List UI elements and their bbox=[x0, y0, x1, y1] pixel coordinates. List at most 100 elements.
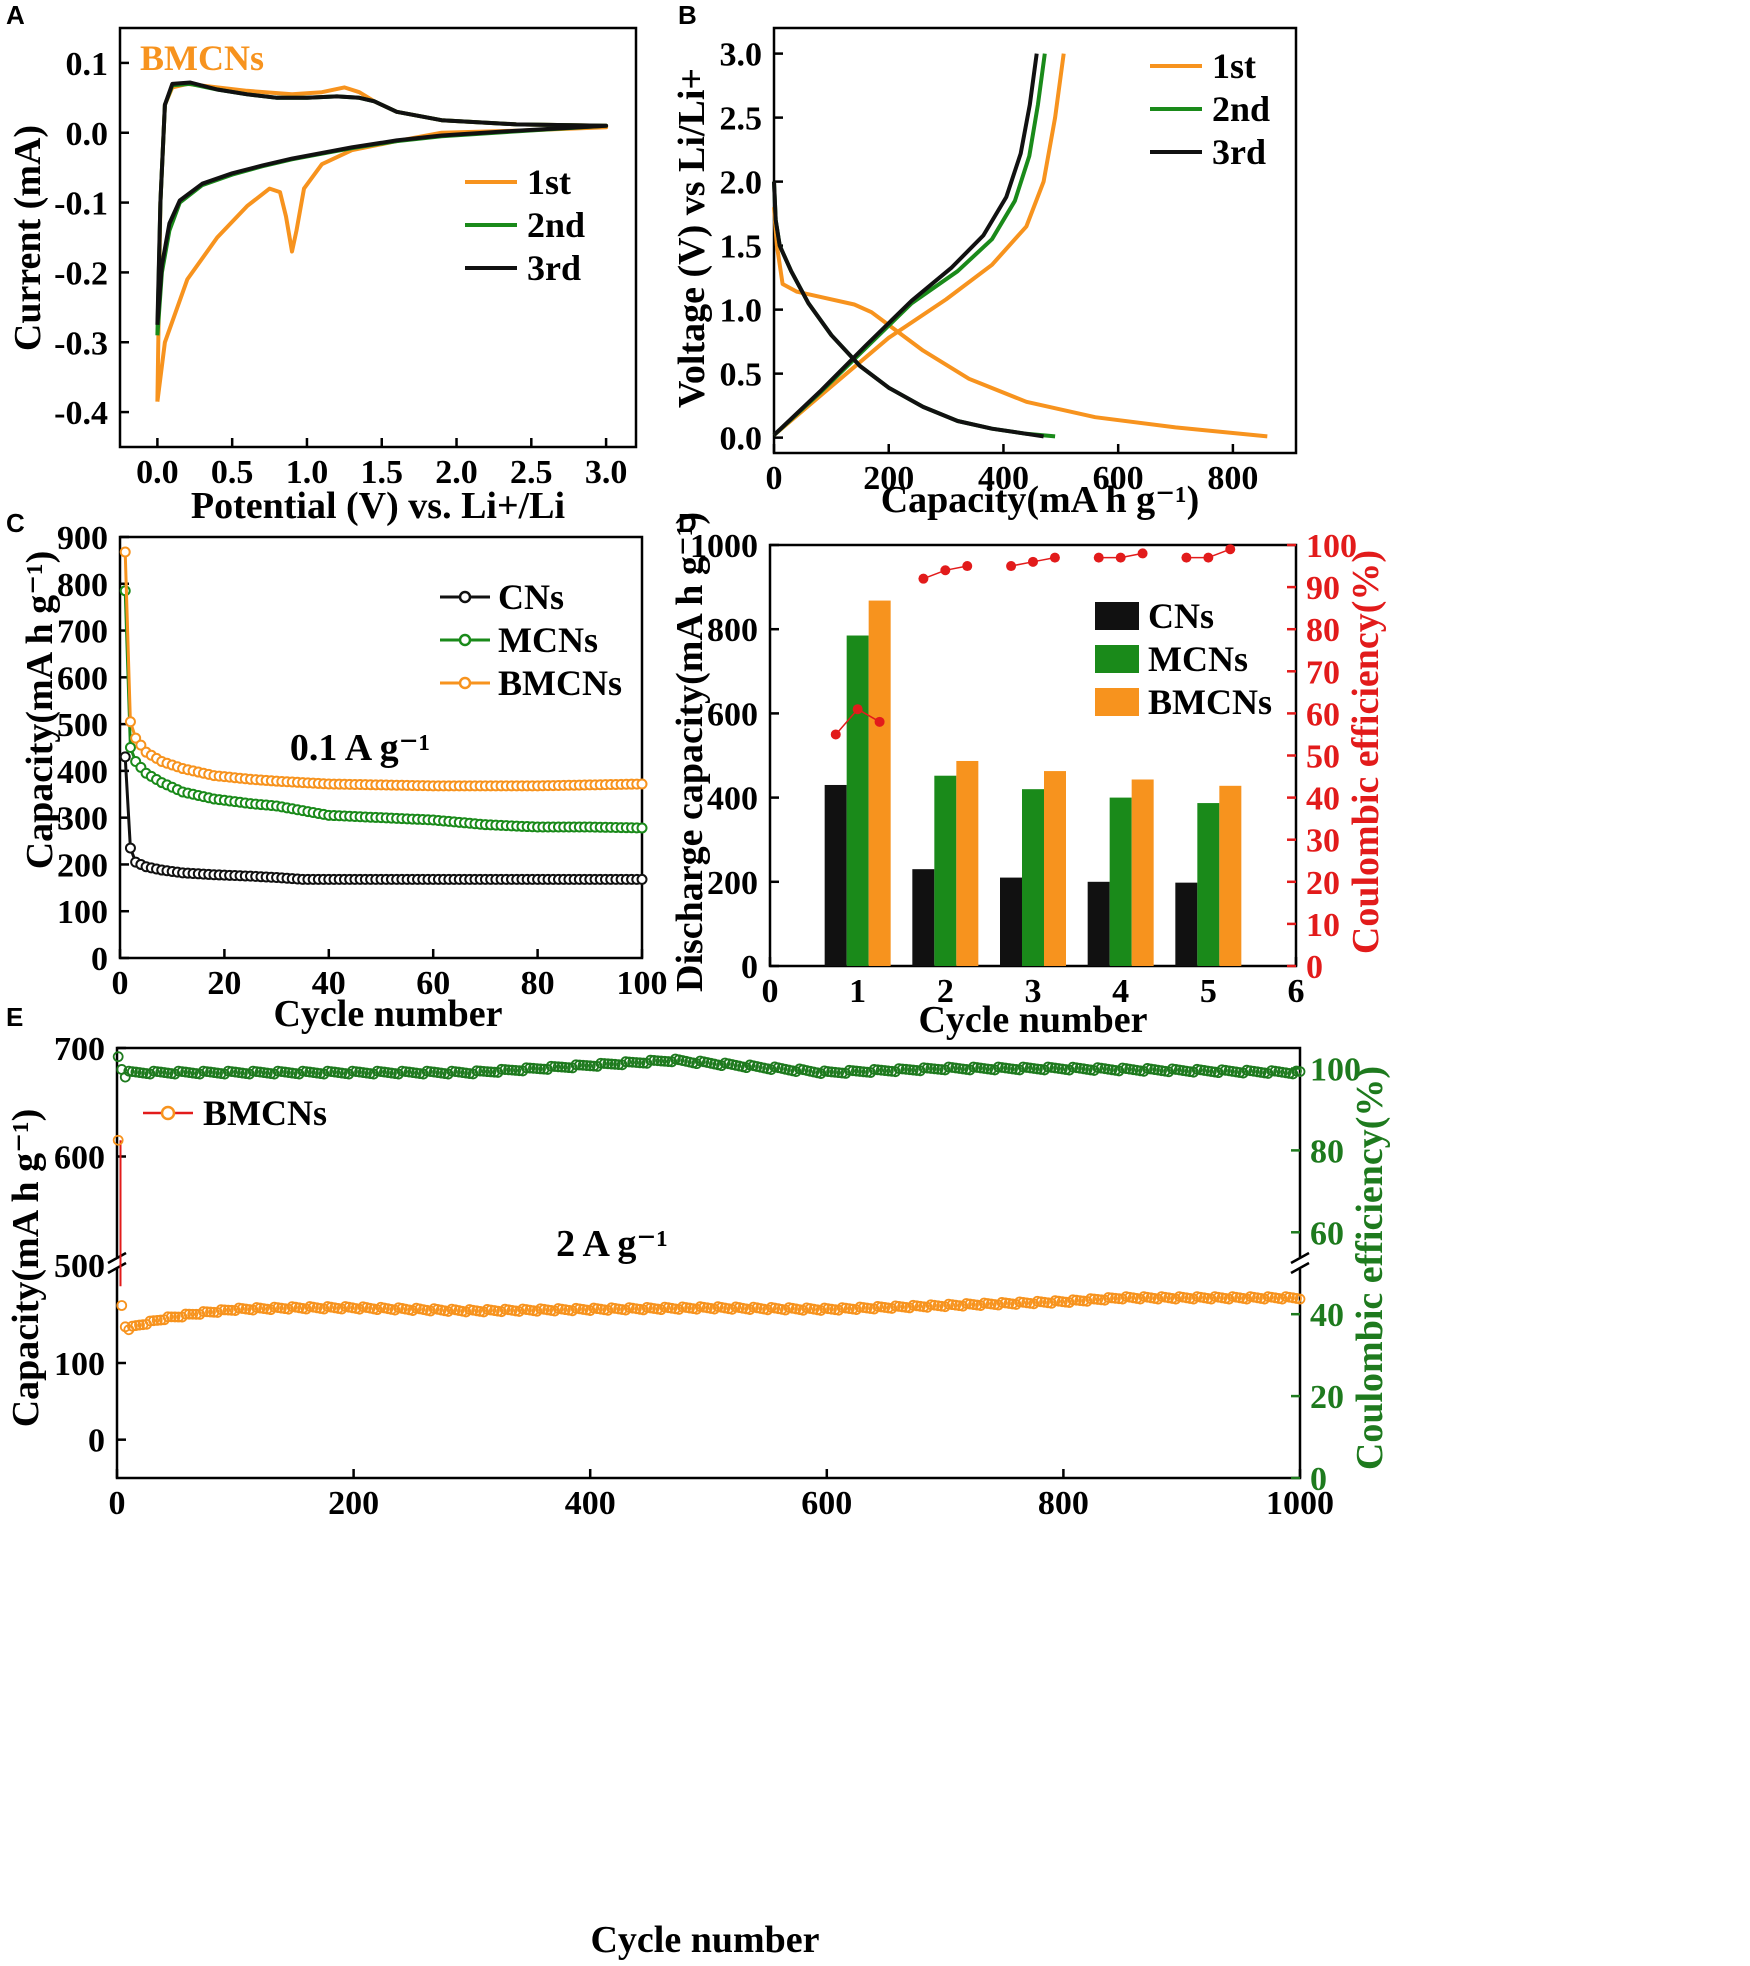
panel-e-ce-point bbox=[932, 1063, 944, 1075]
panel-e-ce-point bbox=[609, 1058, 621, 1070]
panel-e-ce-point bbox=[510, 1064, 522, 1076]
panel-e-y2-tick-label: 60 bbox=[1310, 1215, 1344, 1252]
panel-e-ce-point bbox=[936, 1064, 947, 1075]
panel-e-y2label: Coulombic efficiency(%) bbox=[1349, 1066, 1391, 1470]
panel-e-y2-tick-label: 20 bbox=[1310, 1379, 1344, 1416]
panel-e-ce-point bbox=[879, 1065, 891, 1076]
panel-d-bar-BMCNs bbox=[1044, 771, 1066, 966]
panel-d-ce-point bbox=[1203, 552, 1214, 563]
panel-e-ce-point bbox=[630, 1057, 642, 1068]
panel-a-x-tick-label: 2.0 bbox=[435, 454, 478, 491]
panel-a-legend-1st-label: 1st bbox=[527, 162, 571, 202]
panel-e-ce-point bbox=[496, 1063, 507, 1075]
panel-a-x-tick-label: 0.0 bbox=[136, 454, 179, 491]
panel-d-y-tick-label: 400 bbox=[707, 781, 758, 818]
panel-e-ce-point bbox=[471, 1065, 483, 1077]
panel-b-y-tick-label: 1.0 bbox=[720, 293, 763, 330]
panel-d-ce-point bbox=[1181, 552, 1192, 563]
panel-e-ce-point bbox=[843, 1064, 855, 1076]
panel-e-ce-point bbox=[850, 1065, 862, 1077]
panel-e-capacity-point bbox=[183, 1308, 195, 1320]
panel-b-xlabel: Capacity(mA h g⁻¹) bbox=[881, 479, 1200, 521]
panel-e-ce-point bbox=[929, 1063, 940, 1075]
panel-d-legend-swatch bbox=[1095, 688, 1139, 716]
panel-d-x-tick-label: 0 bbox=[762, 973, 779, 1010]
panel-e-ce-point bbox=[875, 1064, 887, 1076]
panel-e-capacity-point bbox=[144, 1315, 156, 1327]
panel-c-y-tick-label: 300 bbox=[57, 801, 108, 838]
panel-a-y-tick-label: -0.3 bbox=[54, 325, 108, 362]
panel-b-x-tick-label: 800 bbox=[1207, 460, 1258, 497]
panel-e-ce-point bbox=[545, 1060, 557, 1072]
panel-a-title: BMCNs bbox=[140, 38, 264, 78]
panel-e-x-tick-label: 200 bbox=[328, 1485, 379, 1522]
panel-a-series-3rd bbox=[155, 80, 609, 325]
panel-e-ce-point bbox=[503, 1064, 514, 1076]
panel-d-y-tick-label: 600 bbox=[707, 696, 758, 733]
panel-e-y-tick-label: 500 bbox=[54, 1248, 105, 1285]
panel-e-capacity-point bbox=[1078, 1295, 1089, 1307]
panel-e-capacity-point bbox=[197, 1306, 209, 1317]
panel-c-x-tick-label: 80 bbox=[521, 965, 555, 1002]
panel-d-bar-CNs bbox=[1175, 882, 1198, 966]
panel-e-ce-point bbox=[478, 1065, 490, 1077]
panel-c-point-BMCNs bbox=[119, 546, 131, 558]
panel-e-ce-point bbox=[584, 1060, 596, 1072]
panel-b-x-tick-label: 600 bbox=[1093, 460, 1144, 497]
panel-b-y-tick-label: 2.5 bbox=[720, 101, 763, 138]
panel-e-legend-marker bbox=[160, 1105, 176, 1121]
panel-d-ce-point bbox=[962, 561, 973, 572]
panel-b-x-tick-label: 200 bbox=[863, 460, 914, 497]
panel-e-ce-point bbox=[861, 1066, 873, 1078]
panel-d-bar-MCNs bbox=[1109, 797, 1132, 966]
panel-c-legend-marker bbox=[458, 590, 472, 604]
panel-e-y-tick-label: 0 bbox=[88, 1423, 105, 1460]
panel-b-x-tick-label: 400 bbox=[978, 460, 1029, 497]
panel-e-x-tick-label: 1000 bbox=[1266, 1485, 1334, 1522]
panel-e-capacity-point bbox=[1067, 1294, 1079, 1306]
panel-label-B: B bbox=[678, 0, 697, 30]
panel-a-x-tick-label: 1.0 bbox=[286, 454, 329, 491]
panel-d-bar-CNs bbox=[1000, 877, 1022, 966]
panel-d-x-tick-label: 4 bbox=[1112, 973, 1129, 1010]
panel-e-ce-point bbox=[648, 1055, 660, 1066]
panel-c-legend-marker bbox=[458, 676, 472, 690]
panel-d-y-tick-label: 1000 bbox=[690, 528, 758, 565]
panel-d-legend-label: BMCNs bbox=[1148, 682, 1272, 722]
panel-d-y-tick-label: 200 bbox=[707, 865, 758, 902]
panel-b-discharge-1st bbox=[772, 207, 1268, 439]
panel-e-ce-point bbox=[918, 1062, 930, 1074]
panel-c-point-BMCNs bbox=[130, 732, 142, 744]
panel-c-point-MCNs bbox=[124, 742, 136, 753]
panel-c-y-tick-label: 900 bbox=[57, 520, 108, 557]
panel-a-ylabel: Current (mA) bbox=[7, 125, 49, 351]
panel-e-legend-label: BMCNs bbox=[203, 1093, 327, 1133]
panel-e-ce-point bbox=[627, 1056, 639, 1068]
panel-e-ce-point bbox=[481, 1066, 493, 1078]
panel-d-y2-tick-label: 0 bbox=[1306, 949, 1323, 986]
panel-e-xlabel: Cycle number bbox=[590, 1919, 819, 1961]
panel-e-ce-point bbox=[911, 1065, 923, 1076]
panel-d-y2-tick-label: 40 bbox=[1306, 781, 1340, 818]
panel-c-x-tick-label: 0 bbox=[112, 965, 129, 1002]
panel-e-ce-point bbox=[474, 1065, 486, 1077]
panel-a-y-tick-label: -0.2 bbox=[54, 255, 108, 292]
panel-d-ylabel: Discharge capacity(mA h g⁻¹) bbox=[669, 512, 711, 992]
panel-label-D: D bbox=[678, 508, 697, 538]
panel-d-ce-point bbox=[1049, 552, 1060, 563]
panel-d-bar-BMCNs bbox=[956, 760, 979, 966]
panel-d-y2-tick-label: 50 bbox=[1306, 739, 1340, 776]
panel-d-y2-tick-label: 60 bbox=[1306, 696, 1340, 733]
panel-e-ce-point bbox=[620, 1056, 632, 1068]
panel-a-xlabel: Potential (V) vs. Li+/Li bbox=[191, 485, 565, 527]
panel-c-x-tick-label: 100 bbox=[617, 965, 668, 1002]
panel-e-ce-point bbox=[506, 1064, 518, 1076]
panel-d-xlabel: Cycle number bbox=[918, 999, 1147, 1041]
panel-d-ce-point bbox=[830, 729, 841, 740]
panel-e-capacity-point bbox=[148, 1315, 160, 1327]
panel-d-bar-CNs bbox=[1087, 881, 1110, 966]
panel-e-axis-break bbox=[107, 1251, 127, 1265]
panel-e-capacity-point bbox=[205, 1306, 216, 1318]
